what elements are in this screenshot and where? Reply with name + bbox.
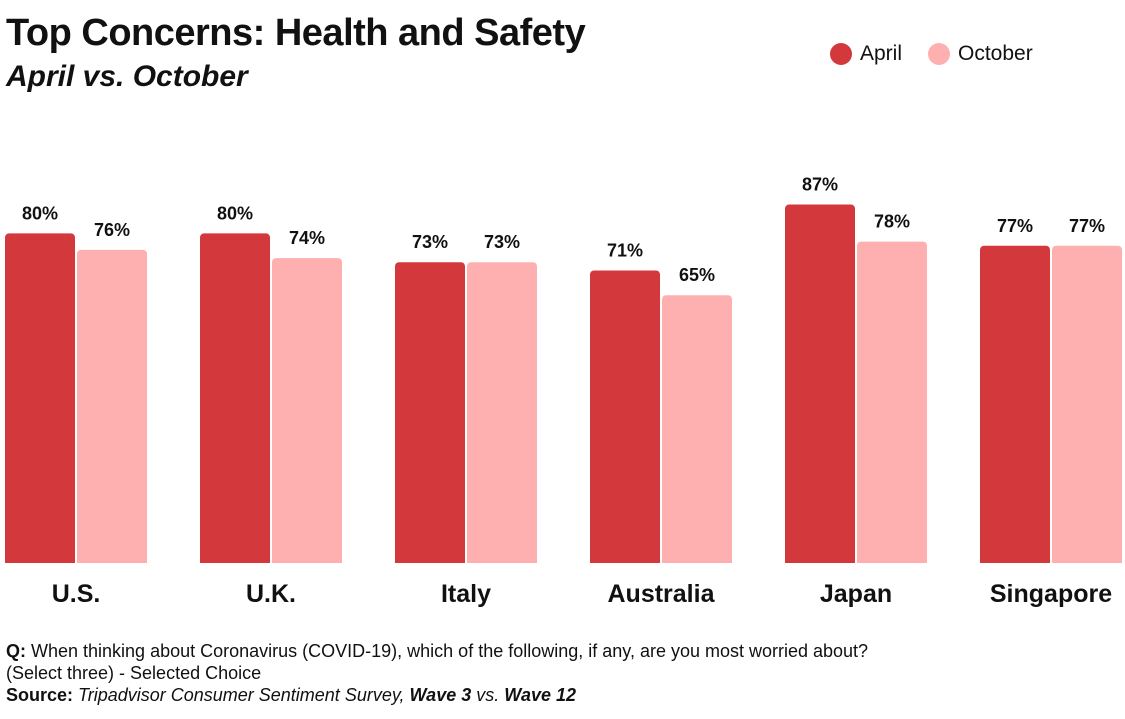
bar-april-italy [395,262,465,567]
bar-april-singapore [980,245,1050,567]
chart-subtitle: April vs. October [6,60,248,93]
source-line: Source: Tripadvisor Consumer Sentiment S… [6,684,1116,706]
question-label: Q: [6,641,26,661]
legend-label-april: April [860,42,903,65]
baseline-mask-australia [588,563,734,571]
bar-april-japan [785,204,855,567]
data-label-april-australia: 71% [607,240,643,260]
bar-october-italy [467,262,537,567]
data-label-october-australia: 65% [679,265,715,285]
category-label-italy: Italy [441,580,491,608]
baseline-mask-u-s [3,563,149,571]
bar-october-u-k [272,258,342,567]
question-text: When thinking about Coronavirus (COVID-1… [26,641,869,661]
bar-april-australia [590,270,660,567]
chart-title: Top Concerns: Health and Safety [6,12,586,54]
data-label-october-italy: 73% [484,232,520,252]
bar-april-u-k [200,233,270,567]
source-label: Source: [6,685,74,705]
bar-april-u-s [5,233,75,567]
footnote: Q: When thinking about Coronavirus (COVI… [6,640,1116,706]
data-label-october-u-s: 76% [94,220,130,240]
question-line: Q: When thinking about Coronavirus (COVI… [6,640,1116,662]
baseline-mask-u-k [198,563,344,571]
category-label-singapore: Singapore [990,580,1112,608]
category-label-u-s: U.S. [52,580,101,608]
legend-swatch-october [928,43,951,65]
legend-swatch-april [830,43,852,65]
data-label-october-japan: 78% [874,212,910,232]
data-label-april-japan: 87% [802,175,838,195]
source-survey: Tripadvisor Consumer Sentiment Survey, [78,685,405,705]
bar-october-japan [857,241,927,567]
category-label-u-k: U.K. [246,580,296,608]
data-label-april-singapore: 77% [997,216,1033,236]
baseline-mask-japan [783,563,929,571]
bar-october-u-s [77,249,147,567]
bar-october-australia [662,295,732,567]
source-wave-3: Wave 3 [409,685,472,705]
data-label-october-u-k: 74% [289,228,325,248]
bar-chart: 80% 76% U.S. 80% 74% U.K. 73% 73% Italy 71% 65% Aus… [3,175,1124,608]
category-label-australia: Australia [608,580,716,608]
category-label-japan: Japan [820,580,892,608]
baseline-mask-italy [393,563,539,571]
data-label-april-u-s: 80% [22,203,58,223]
chart-legend: April October [830,42,1059,66]
legend-item-october: October [928,42,1033,66]
question-line-2: (Select three) - Selected Choice [6,663,262,683]
data-label-april-italy: 73% [412,232,448,252]
legend-item-april: April [830,42,902,66]
data-label-october-singapore: 77% [1069,216,1105,236]
bar-october-singapore [1052,245,1122,567]
source-vs: vs. [476,685,500,705]
data-label-april-u-k: 80% [217,203,253,223]
legend-label-october: October [958,42,1033,65]
source-wave-12: Wave 12 [504,685,576,705]
baseline-mask-singapore [978,563,1124,571]
